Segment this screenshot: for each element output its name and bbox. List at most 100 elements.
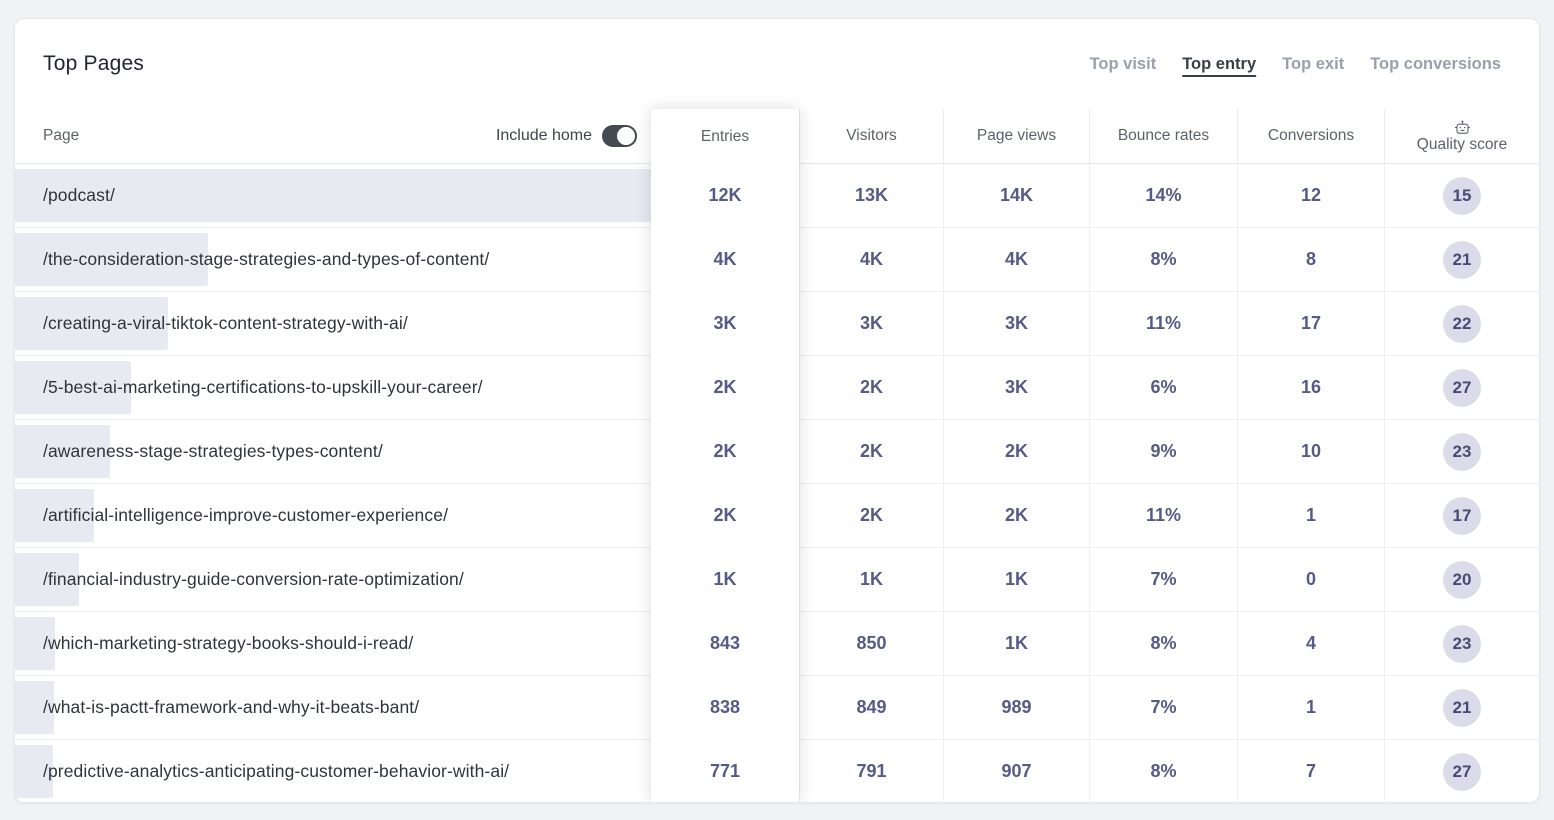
quality-score-cell: 17 — [1384, 484, 1539, 547]
quality-score-badge: 27 — [1443, 368, 1481, 407]
page-path-cell[interactable]: /predictive-analytics-anticipating-custo… — [15, 740, 651, 802]
visitors-value: 4K — [799, 228, 943, 291]
page-views-value: 14K — [943, 164, 1089, 227]
quality-score-cell: 15 — [1384, 164, 1539, 227]
entries-value: 2K — [713, 505, 737, 525]
bounce-rate-value: 8% — [1089, 740, 1237, 802]
quality-score-badge: 22 — [1443, 304, 1481, 343]
conversions-value: 10 — [1237, 420, 1384, 483]
page-path-cell[interactable]: /podcast/ — [15, 164, 651, 227]
entries-value: 12K — [708, 185, 742, 205]
table-row: /what-is-pactt-framework-and-why-it-beat… — [15, 676, 1539, 740]
table-row: /awareness-stage-strategies-types-conten… — [15, 420, 1539, 484]
table-row: /creating-a-viral-tiktok-content-strateg… — [15, 292, 1539, 356]
entries-share-bar — [15, 361, 131, 414]
view-tabs: Top visit Top entry Top exit Top conversion… — [1090, 55, 1501, 74]
entries-value: 4K — [713, 249, 737, 269]
entries-share-bar — [15, 553, 79, 606]
visitors-value: 2K — [799, 484, 943, 547]
entries-value: 2K — [713, 441, 737, 461]
page-views-value: 1K — [943, 548, 1089, 611]
entries-value: 2K — [713, 377, 737, 397]
quality-score-cell: 20 — [1384, 548, 1539, 611]
bounce-rate-value: 9% — [1089, 420, 1237, 483]
visitors-value: 3K — [799, 292, 943, 355]
quality-score-badge: 23 — [1443, 432, 1481, 471]
page-title: Top Pages — [43, 52, 145, 75]
tab-top-entry[interactable]: Top entry — [1182, 54, 1257, 73]
page-path: /the-consideration-stage-strategies-and-… — [43, 249, 490, 269]
entries-share-bar — [15, 489, 94, 542]
tab-top-visit[interactable]: Top visit — [1089, 54, 1157, 73]
page-path-cell[interactable]: /5-best-ai-marketing-certifications-to-u… — [15, 356, 651, 419]
column-header-quality-score: Quality score — [1384, 109, 1539, 163]
tab-top-conversions[interactable]: Top conversions — [1370, 54, 1501, 73]
visitors-value: 791 — [799, 740, 943, 802]
quality-score-cell: 21 — [1384, 228, 1539, 291]
card-header: Top Pages Top visit Top entry Top exit Top … — [15, 19, 1539, 109]
page-path: /creating-a-viral-tiktok-content-strateg… — [43, 313, 408, 333]
table-row: /the-consideration-stage-strategies-and-… — [15, 228, 1539, 292]
conversions-value: 1 — [1237, 484, 1384, 547]
page-path-cell[interactable]: /the-consideration-stage-strategies-and-… — [15, 228, 651, 291]
tab-top-exit[interactable]: Top exit — [1282, 54, 1345, 73]
bounce-rate-value: 7% — [1089, 548, 1237, 611]
entries-column-panel: Entries — [651, 109, 799, 802]
quality-score-cell: 27 — [1384, 740, 1539, 802]
page-views-value: 1K — [943, 612, 1089, 675]
entries-share-bar — [15, 297, 169, 350]
page-path-cell[interactable]: /creating-a-viral-tiktok-content-strateg… — [15, 292, 651, 355]
quality-score-cell: 22 — [1384, 292, 1539, 355]
quality-score-badge: 20 — [1443, 560, 1481, 599]
quality-score-badge: 21 — [1443, 240, 1481, 279]
bounce-rate-value: 14% — [1089, 164, 1237, 227]
table-row: /5-best-ai-marketing-certifications-to-u… — [15, 356, 1539, 420]
entries-share-bar — [15, 169, 651, 222]
column-header-entries: Entries — [700, 127, 750, 145]
top-pages-card: Top Pages Top visit Top entry Top exit Top … — [14, 18, 1540, 803]
page-path: /predictive-analytics-anticipating-custo… — [43, 761, 510, 781]
table-row: /predictive-analytics-anticipating-custo… — [15, 740, 1539, 802]
quality-score-badge: 21 — [1443, 688, 1481, 727]
quality-score-cell: 27 — [1384, 356, 1539, 419]
page-path: /5-best-ai-marketing-certifications-to-u… — [43, 377, 483, 397]
page-views-value: 3K — [943, 292, 1089, 355]
quality-score-label: Quality score — [1416, 136, 1508, 153]
entries-value: 3K — [713, 313, 737, 333]
page-path-cell[interactable]: /financial-industry-guide-conversion-rat… — [15, 548, 651, 611]
page-path-cell[interactable]: /awareness-stage-strategies-types-conten… — [15, 420, 651, 483]
entries-share-bar — [15, 425, 111, 478]
page-path-cell[interactable]: /artificial-intelligence-improve-custome… — [15, 484, 651, 547]
conversions-value: 4 — [1237, 612, 1384, 675]
visitors-value: 13K — [799, 164, 943, 227]
page-path-cell[interactable]: /which-marketing-strategy-books-should-i… — [15, 612, 651, 675]
conversions-value: 17 — [1237, 292, 1384, 355]
entries-value: 843 — [709, 633, 741, 653]
entries-value: 1K — [713, 569, 737, 589]
column-header-page: Page — [43, 127, 80, 144]
page-path-cell[interactable]: /what-is-pactt-framework-and-why-it-beat… — [15, 676, 651, 739]
column-header-bounce-rates: Bounce rates — [1089, 109, 1237, 163]
quality-score-cell: 23 — [1384, 420, 1539, 483]
robot-icon — [1454, 120, 1470, 134]
toggle-knob — [617, 127, 635, 145]
conversions-value: 7 — [1237, 740, 1384, 802]
visitors-value: 850 — [799, 612, 943, 675]
table-row: /financial-industry-guide-conversion-rat… — [15, 548, 1539, 612]
page-path: /financial-industry-guide-conversion-rat… — [43, 569, 464, 589]
column-header-visitors: Visitors — [799, 109, 943, 163]
page-path: /artificial-intelligence-improve-custome… — [43, 505, 449, 525]
bounce-rate-value: 11% — [1089, 292, 1237, 355]
entries-value: 771 — [709, 761, 741, 781]
page-path: /which-marketing-strategy-books-should-i… — [43, 633, 414, 653]
bounce-rate-value: 11% — [1089, 484, 1237, 547]
entries-share-bar — [15, 617, 56, 670]
conversions-value: 8 — [1237, 228, 1384, 291]
entries-share-bar — [15, 233, 208, 286]
table-header-row: Page Include home Visitors Page views Bo… — [15, 109, 1539, 164]
page-views-value: 4K — [943, 228, 1089, 291]
page-views-value: 989 — [943, 676, 1089, 739]
include-home-toggle[interactable] — [602, 125, 637, 147]
column-header-page-views: Page views — [943, 109, 1089, 163]
bounce-rate-value: 8% — [1089, 612, 1237, 675]
